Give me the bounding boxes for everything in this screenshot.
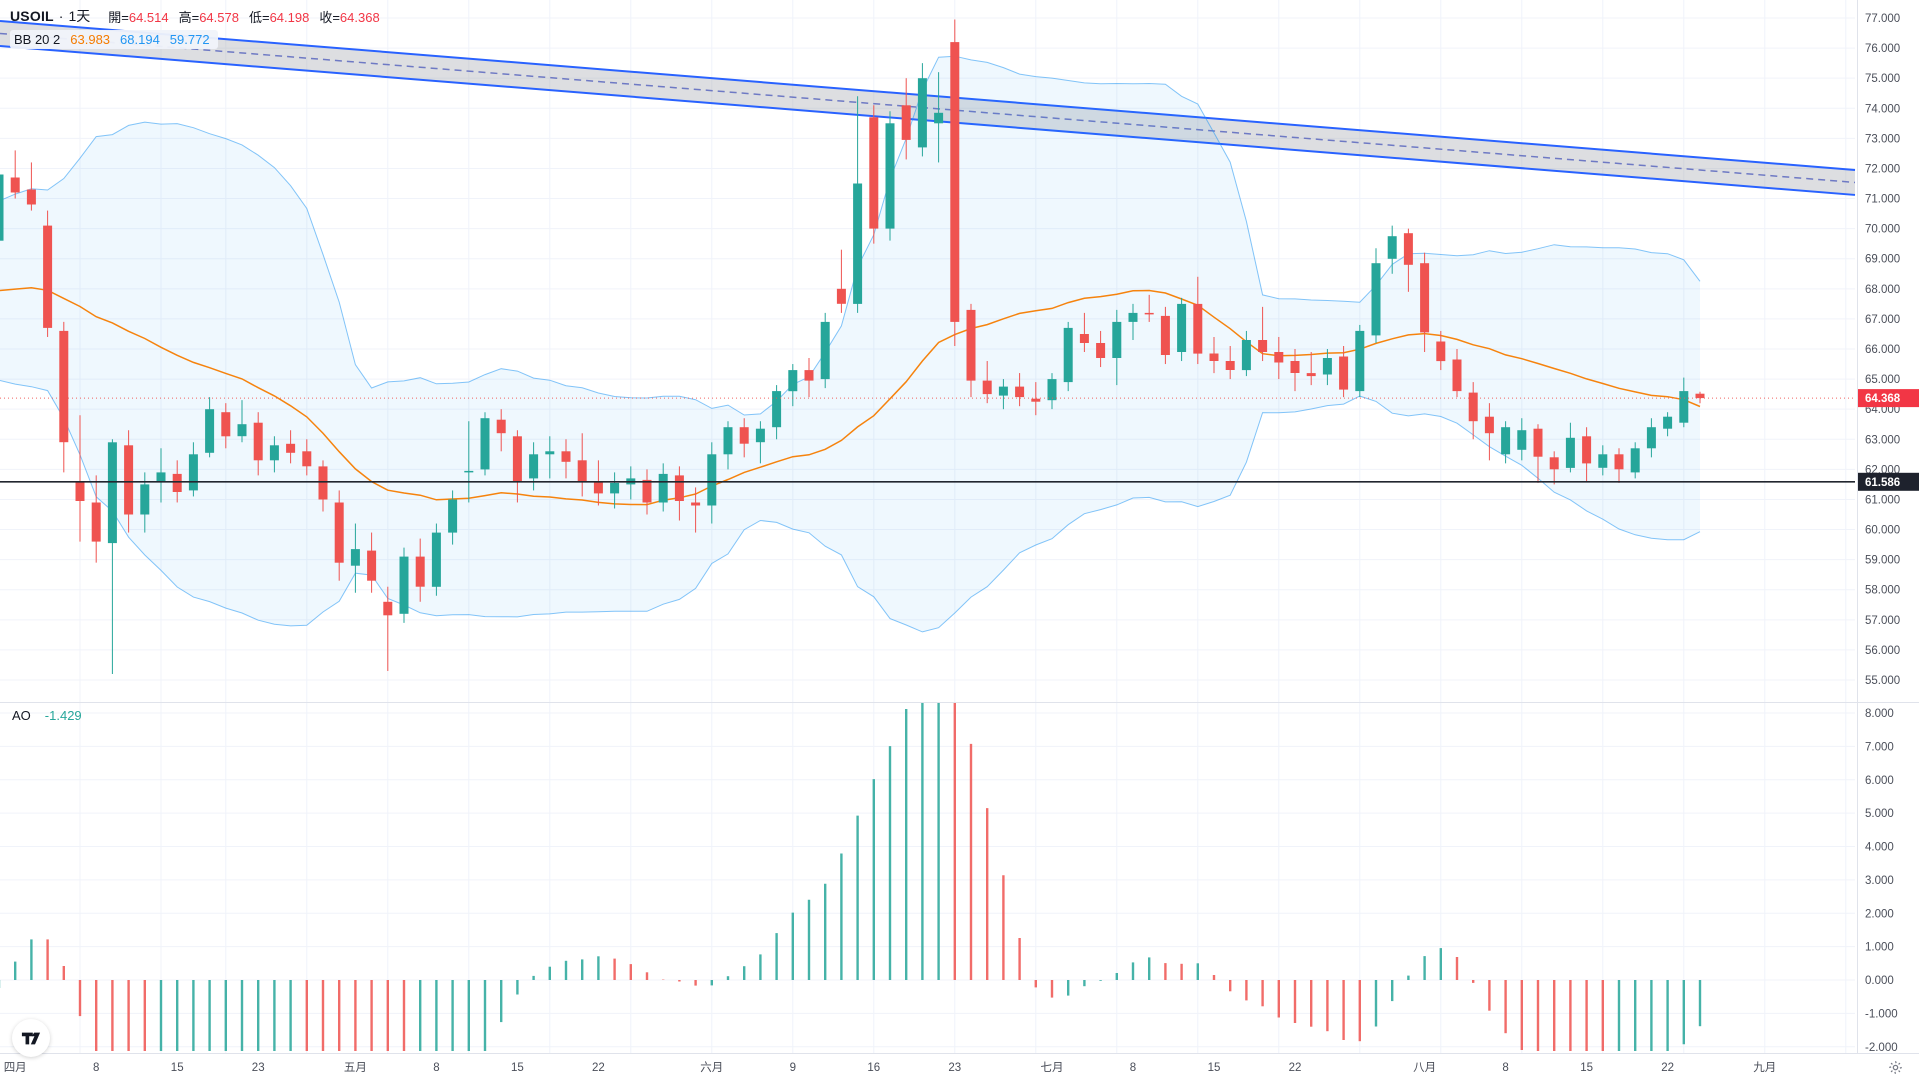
open-value: 64.514 (128, 9, 169, 25)
ao-indicator-legend[interactable]: AO -1.429 (12, 708, 82, 723)
svg-text:15: 15 (511, 1062, 524, 1074)
svg-text:3.000: 3.000 (1865, 875, 1894, 887)
svg-text:59.000: 59.000 (1865, 555, 1900, 567)
svg-text:55.000: 55.000 (1865, 675, 1900, 687)
svg-text:9: 9 (790, 1062, 796, 1074)
svg-text:八月: 八月 (1413, 1062, 1436, 1074)
timezone-settings-button[interactable] (1884, 1057, 1906, 1077)
svg-text:九月: 九月 (1753, 1061, 1776, 1074)
low-label: 低= (248, 9, 270, 25)
svg-text:五月: 五月 (344, 1062, 367, 1074)
svg-text:8.000: 8.000 (1865, 708, 1894, 720)
tradingview-logo-icon (21, 1032, 41, 1044)
svg-text:74.000: 74.000 (1865, 103, 1900, 115)
ao-value: -1.429 (44, 708, 82, 723)
symbol-row[interactable]: USOIL · 1天 開=64.514 高=64.578 低=64.198 收=… (10, 6, 380, 26)
ohlc-values: 開=64.514 高=64.578 低=64.198 收=64.368 (108, 7, 379, 26)
svg-text:61.586: 61.586 (1865, 477, 1900, 489)
svg-text:67.000: 67.000 (1865, 314, 1900, 326)
svg-text:1.000: 1.000 (1865, 942, 1894, 954)
svg-text:77.000: 77.000 (1865, 13, 1900, 25)
interval-label[interactable]: 1天 (68, 8, 91, 24)
svg-text:4.000: 4.000 (1865, 842, 1894, 854)
close-value: 64.368 (339, 9, 380, 25)
high-label: 高= (178, 9, 200, 25)
svg-text:22: 22 (1661, 1062, 1674, 1074)
svg-text:73.000: 73.000 (1865, 133, 1900, 145)
svg-text:8: 8 (1130, 1062, 1136, 1074)
gear-icon (1888, 1060, 1902, 1074)
svg-text:64.000: 64.000 (1865, 404, 1900, 416)
svg-text:70.000: 70.000 (1865, 224, 1900, 236)
svg-text:5.000: 5.000 (1865, 808, 1894, 820)
svg-text:57.000: 57.000 (1865, 615, 1900, 627)
svg-text:60.000: 60.000 (1865, 525, 1900, 537)
symbol-name[interactable]: USOIL (10, 8, 54, 24)
svg-text:-1.000: -1.000 (1865, 1008, 1898, 1020)
bb-basis-value: 63.983 (70, 32, 111, 47)
svg-text:15: 15 (1208, 1062, 1221, 1074)
tradingview-logo[interactable] (12, 1019, 50, 1057)
svg-text:15: 15 (1580, 1062, 1593, 1074)
bb-indicator-legend[interactable]: BB 20 2 63.983 68.194 59.772 (10, 30, 218, 49)
svg-text:66.000: 66.000 (1865, 344, 1900, 356)
bb-lower-value: 59.772 (169, 32, 210, 47)
svg-text:8: 8 (1502, 1062, 1508, 1074)
svg-text:61.000: 61.000 (1865, 495, 1900, 507)
svg-text:22: 22 (1289, 1062, 1302, 1074)
svg-text:六月: 六月 (700, 1061, 723, 1074)
svg-text:58.000: 58.000 (1865, 585, 1900, 597)
svg-text:16: 16 (867, 1062, 880, 1074)
svg-text:6.000: 6.000 (1865, 775, 1894, 787)
svg-text:8: 8 (433, 1062, 439, 1074)
bb-title[interactable]: BB 20 2 (14, 32, 61, 47)
svg-text:2.000: 2.000 (1865, 908, 1894, 920)
svg-text:0.000: 0.000 (1865, 975, 1894, 987)
svg-text:15: 15 (171, 1062, 184, 1074)
svg-text:72.000: 72.000 (1865, 164, 1900, 176)
svg-text:-2.000: -2.000 (1865, 1042, 1898, 1054)
svg-text:76.000: 76.000 (1865, 43, 1900, 55)
svg-text:七月: 七月 (1041, 1061, 1064, 1074)
svg-text:8: 8 (93, 1062, 99, 1074)
symbol-separator: · (58, 8, 64, 24)
high-value: 64.578 (199, 9, 239, 25)
svg-text:64.368: 64.368 (1865, 393, 1901, 405)
svg-text:75.000: 75.000 (1865, 73, 1900, 85)
ao-title[interactable]: AO (12, 708, 31, 723)
svg-text:四月: 四月 (4, 1062, 27, 1074)
svg-text:23: 23 (948, 1062, 961, 1074)
svg-text:65.000: 65.000 (1865, 374, 1900, 386)
bb-upper-value: 68.194 (120, 32, 160, 47)
svg-text:71.000: 71.000 (1865, 194, 1900, 206)
svg-text:63.000: 63.000 (1865, 434, 1900, 446)
svg-text:69.000: 69.000 (1865, 254, 1900, 266)
svg-text:56.000: 56.000 (1865, 645, 1900, 657)
low-value: 64.198 (269, 9, 310, 25)
svg-text:7.000: 7.000 (1865, 741, 1894, 753)
close-label: 收= (319, 9, 340, 25)
svg-text:68.000: 68.000 (1865, 284, 1900, 296)
svg-text:23: 23 (252, 1062, 265, 1074)
svg-text:22: 22 (592, 1062, 605, 1074)
symbol-legend[interactable]: USOIL · 1天 開=64.514 高=64.578 低=64.198 收=… (10, 6, 380, 49)
open-label: 開= (108, 9, 129, 25)
